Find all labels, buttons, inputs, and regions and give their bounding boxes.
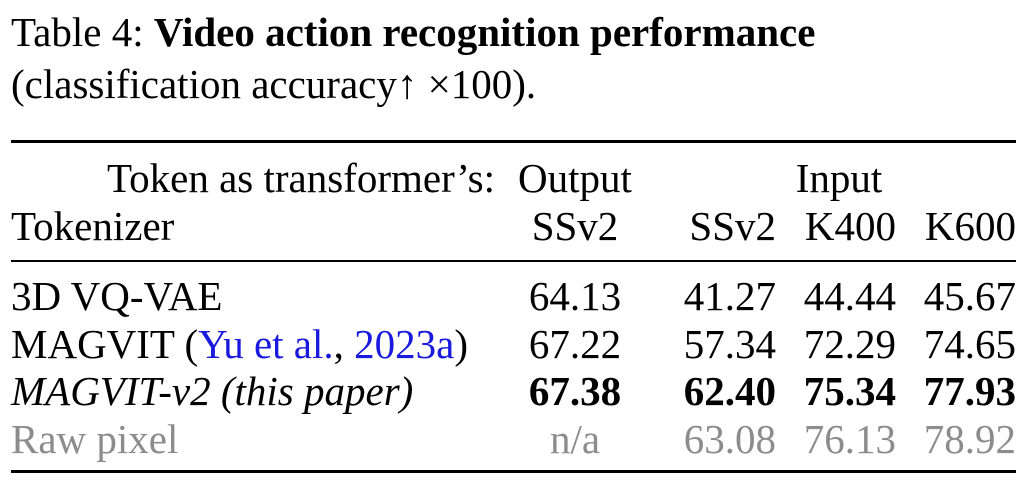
table-caption: Table 4: Video action recognition perfor… <box>11 6 1021 110</box>
citation-author-link[interactable]: Yu et al. <box>198 321 334 367</box>
row-name-3d-vq-vae: 3D VQ-VAE <box>11 273 223 319</box>
bottom-rule <box>11 470 1016 473</box>
top-rule <box>11 140 1016 143</box>
table-cell: 77.93 <box>923 368 1016 414</box>
table-cell: 57.34 <box>683 321 776 367</box>
citation-separator: , <box>333 321 355 367</box>
header-col-output-ssv2: SSv2 <box>531 203 619 249</box>
caption-line-1: Table 4: Video action recognition perfor… <box>11 6 1021 58</box>
table-cell: 64.13 <box>528 273 622 319</box>
row-name-magvit-v2: MAGVIT-v2 (this paper) <box>11 368 414 414</box>
table-cell: 72.29 <box>803 321 896 367</box>
caption-subtitle-prefix: (classification accuracy <box>11 61 397 107</box>
caption-label: Table 4: <box>11 9 144 55</box>
header-tokenizer: Tokenizer <box>11 203 175 249</box>
table-cell: 41.27 <box>683 273 776 319</box>
row-name-raw-pixel: Raw pixel <box>11 416 179 462</box>
caption-subtitle-suffix: 100). <box>450 61 537 107</box>
header-group-output: Output <box>518 155 632 201</box>
up-arrow-icon: ↑ <box>396 61 418 107</box>
table-cell: 63.08 <box>683 416 776 462</box>
caption-title: Video action recognition performance <box>153 9 816 55</box>
table-cell: n/a <box>549 416 601 462</box>
table-cell: 44.44 <box>803 273 896 319</box>
table-cell: 78.92 <box>923 416 1016 462</box>
row-name-magvit: MAGVIT (Yu et al., 2023a) <box>11 321 468 367</box>
header-col-input-ssv2: SSv2 <box>689 203 776 249</box>
times-symbol: × <box>427 61 451 107</box>
header-col-input-k400: K400 <box>804 203 896 249</box>
header-token-label: Token as transformer’s: <box>106 155 495 201</box>
table-cell: 75.34 <box>803 368 896 414</box>
table-cell: 74.65 <box>923 321 1016 367</box>
row-name-text: MAGVIT <box>11 321 175 367</box>
caption-line-2: (classification accuracy↑ ×100). <box>11 58 1021 110</box>
header-rule <box>11 260 1016 262</box>
table-cell: 45.67 <box>923 273 1016 319</box>
citation-year-link[interactable]: 2023a <box>354 321 455 367</box>
table-cell: 76.13 <box>803 416 896 462</box>
citation-open: ( <box>184 321 199 367</box>
header-col-input-k600: K600 <box>924 203 1016 249</box>
citation-close: ) <box>454 321 469 367</box>
table-cell: 67.38 <box>528 368 622 414</box>
table-cell: 62.40 <box>683 368 776 414</box>
header-group-input: Input <box>795 155 883 201</box>
table-cell: 67.22 <box>528 321 622 367</box>
